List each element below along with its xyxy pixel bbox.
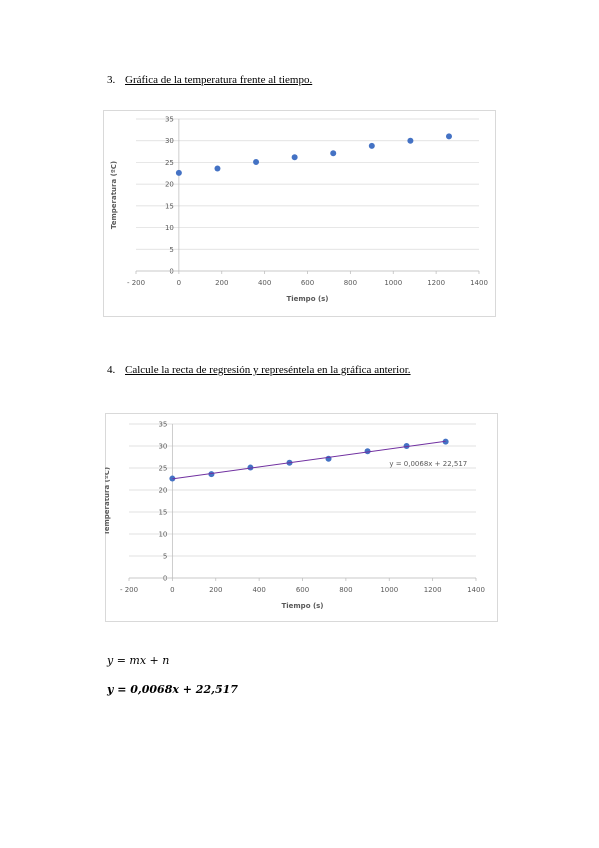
y-tick-label: 25	[165, 159, 174, 167]
data-point	[208, 471, 215, 478]
data-point	[175, 169, 182, 176]
x-tick-label: - 200	[120, 586, 138, 594]
x-tick-label: 600	[296, 586, 309, 594]
y-tick-label: 35	[165, 116, 174, 124]
trendline	[172, 440, 446, 480]
data-point	[253, 158, 260, 165]
y-tick-label: 15	[158, 509, 167, 517]
x-tick-label: 1000	[380, 586, 398, 594]
data-point	[247, 464, 254, 471]
x-tick-label: 1400	[470, 279, 488, 287]
x-tick-label: 1400	[467, 586, 485, 594]
y-tick-label: 5	[169, 246, 173, 254]
x-tick-label: - 200	[127, 279, 145, 287]
x-tick-label: 400	[258, 279, 271, 287]
data-point	[330, 150, 337, 157]
y-axis-label: Temperatura (ºC)	[110, 161, 118, 229]
section-number: 3.	[107, 74, 116, 86]
data-point	[364, 448, 371, 455]
x-tick-label: 400	[252, 586, 265, 594]
section-number: 4.	[107, 364, 116, 376]
x-tick-label: 600	[301, 279, 314, 287]
chart: 0 5 10 15 20 25 30 35 - 200 0 200 400 600 800 1000 1200…	[105, 413, 498, 622]
section-heading: Gráfica de la temperatura frente al tiem…	[125, 74, 313, 86]
equation: y = mx + n	[107, 654, 170, 667]
data-point	[368, 142, 375, 149]
y-tick-label: 20	[165, 181, 174, 189]
x-tick-label: 1200	[427, 279, 445, 287]
chart: 0 5 10 15 20 25 30 35 - 200 0 200 400 600 800 1000 1200…	[103, 110, 496, 317]
data-point	[403, 443, 410, 449]
x-axis-label: Tiempo (s)	[286, 295, 328, 303]
x-axis-label: Tiempo (s)	[281, 602, 323, 610]
x-tick-label: 0	[177, 279, 181, 287]
y-tick-label: 10	[158, 531, 167, 539]
y-tick-label: 5	[163, 553, 167, 561]
data-point	[291, 154, 298, 161]
x-tick-label: 800	[339, 586, 352, 594]
data-point	[445, 133, 452, 140]
trendline-label: y = 0,0068x + 22,517	[389, 460, 467, 468]
y-tick-label: 0	[163, 575, 167, 583]
x-tick-label: 200	[215, 279, 228, 287]
y-tick-label: 15	[165, 202, 174, 210]
data-point	[214, 165, 221, 172]
y-tick-label: 10	[165, 224, 174, 232]
x-tick-label: 0	[170, 586, 174, 594]
y-tick-label: 35	[158, 421, 167, 429]
x-tick-label: 1200	[424, 586, 442, 594]
y-tick-label: 25	[158, 465, 167, 473]
y-axis-label: Temperatura (ºC)	[105, 467, 111, 535]
x-tick-label: 800	[344, 279, 357, 287]
x-tick-label: 200	[209, 586, 222, 594]
x-tick-label: 1000	[384, 279, 402, 287]
y-tick-label: 0	[169, 268, 173, 276]
data-point	[407, 137, 414, 144]
y-tick-label: 30	[165, 137, 174, 145]
section-heading: Calcule la recta de regresión y represén…	[125, 364, 411, 376]
y-tick-label: 20	[158, 487, 167, 495]
equation: y = 0,0068x + 22,517	[107, 683, 238, 696]
y-tick-label: 30	[158, 443, 167, 451]
